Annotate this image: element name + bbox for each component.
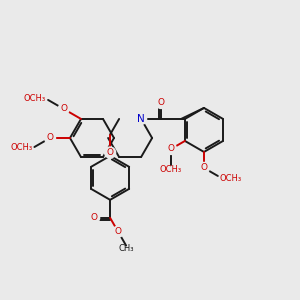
- Text: O: O: [200, 164, 208, 172]
- Circle shape: [166, 143, 177, 155]
- Circle shape: [112, 226, 124, 237]
- Circle shape: [199, 162, 209, 173]
- Text: OCH₃: OCH₃: [24, 94, 46, 103]
- Text: O: O: [46, 134, 53, 142]
- Text: O: O: [115, 227, 122, 236]
- Circle shape: [44, 133, 56, 143]
- Text: CH₃: CH₃: [118, 244, 134, 253]
- Text: O: O: [106, 148, 114, 157]
- Text: O: O: [168, 144, 175, 153]
- Circle shape: [58, 103, 69, 114]
- Text: O: O: [91, 213, 98, 222]
- Text: O: O: [60, 104, 67, 113]
- Text: N: N: [137, 114, 145, 124]
- Circle shape: [105, 147, 116, 158]
- Text: OCH₃: OCH₃: [160, 165, 182, 174]
- Circle shape: [136, 113, 147, 124]
- Text: OCH₃: OCH₃: [220, 174, 242, 183]
- Text: O: O: [158, 98, 165, 107]
- Circle shape: [156, 98, 167, 108]
- Circle shape: [88, 212, 100, 223]
- Text: OCH₃: OCH₃: [10, 143, 32, 152]
